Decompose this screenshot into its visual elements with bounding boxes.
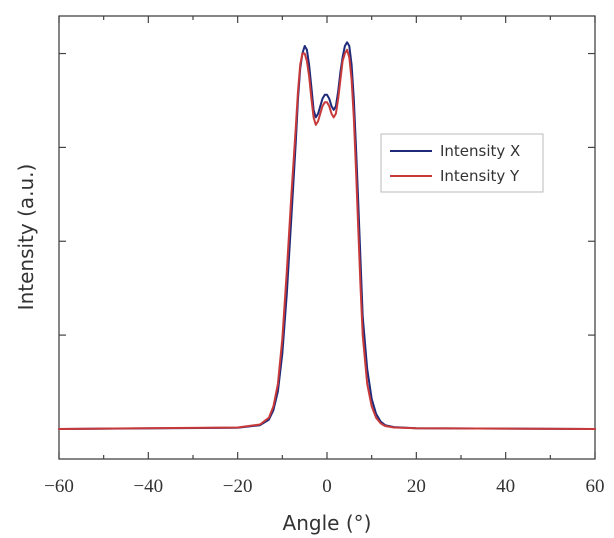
x-tick-label: 0 (322, 476, 332, 497)
axis-ticks (58, 16, 596, 459)
legend: Intensity X Intensity Y (380, 133, 544, 193)
x-tick-label: −40 (133, 476, 163, 497)
series-line-intensity-x (58, 41, 596, 430)
series-layer (58, 41, 596, 430)
series-line-intensity-y (58, 48, 596, 430)
x-tick-label: 20 (407, 476, 426, 497)
legend-label-intensity-x: Intensity X (440, 142, 520, 160)
x-axis-title: Angle (°) (283, 511, 372, 535)
y-axis-title: Intensity (a.u.) (14, 164, 38, 311)
plot-frame (58, 15, 596, 460)
legend-box (380, 133, 544, 193)
x-tick-label: 60 (586, 476, 605, 497)
x-tick-labels: −60 −40 −20 0 20 40 60 (44, 476, 604, 497)
legend-label-intensity-y: Intensity Y (440, 167, 520, 185)
x-tick-label: −60 (44, 476, 74, 497)
x-tick-label: 40 (496, 476, 515, 497)
x-tick-label: −20 (223, 476, 253, 497)
